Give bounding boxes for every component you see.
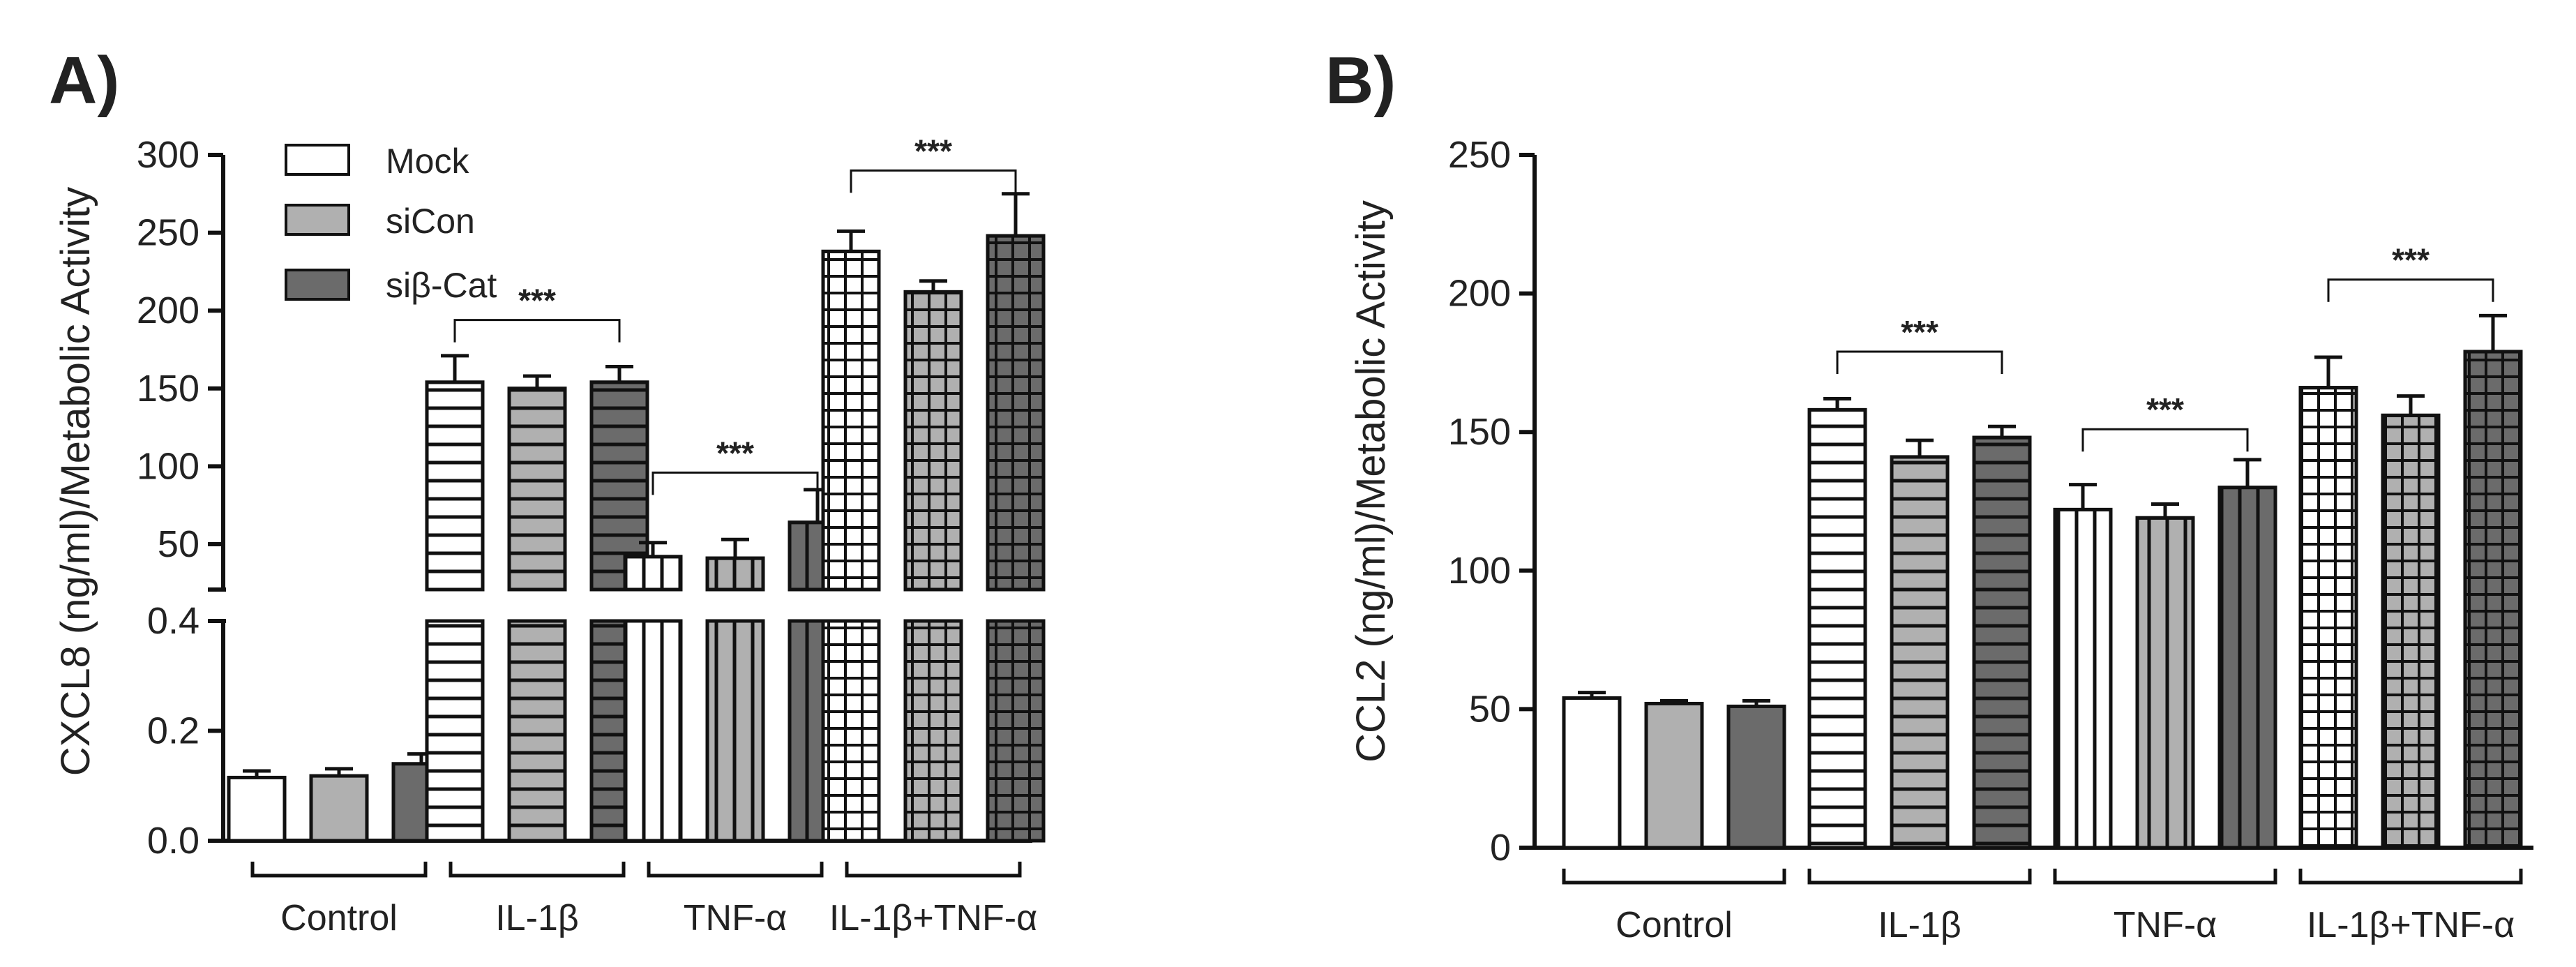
- panel-b-label: B): [1325, 43, 1396, 118]
- group-bracket-g1: [449, 862, 626, 878]
- group-bracket-g0: [250, 862, 428, 878]
- legend-label-sibcat: siβ-Cat: [386, 266, 497, 305]
- bar-pattern-sicon-g2-0: [2135, 516, 2195, 850]
- bar-sicon-g0-0: [1644, 701, 1704, 850]
- y-tick-label-lower: 0.2: [147, 710, 199, 752]
- y-tick-label-upper: 50: [158, 523, 199, 565]
- y-tick-label-upper: 150: [137, 368, 199, 410]
- y-tick-label: 50: [1469, 688, 1511, 730]
- bar-pattern-sicon-g1-0: [1890, 455, 1950, 850]
- group-bracket-g3: [2298, 869, 2523, 885]
- bar-pattern-mock-g3-0: [2298, 386, 2358, 850]
- significance-bracket-g1: [453, 319, 621, 343]
- significance-label-g1: ***: [518, 283, 556, 319]
- group-bracket-g0: [1562, 869, 1786, 885]
- bar-pattern-sicon-g1-0: [507, 387, 567, 592]
- y-tick-label: 250: [1448, 134, 1511, 176]
- bar-pattern-mock-g2-0: [623, 555, 683, 592]
- y-tick-label: 200: [1448, 273, 1511, 315]
- y-tick-label-upper: 200: [137, 290, 199, 331]
- significance-bracket-g1: [1836, 350, 2003, 375]
- bar-pattern-sicon-g2-1: [705, 619, 765, 843]
- bar-pattern-sicon-g3-0: [903, 290, 963, 592]
- group-bracket-g3: [845, 862, 1022, 878]
- group-label-g0: Control: [1615, 905, 1733, 945]
- group-bracket-g1: [1807, 869, 2032, 885]
- bar-pattern-sibcat-g1-0: [1972, 435, 2032, 850]
- significance-label-g1: ***: [1901, 314, 1938, 350]
- bar-pattern-mock-g2-0: [2053, 507, 2113, 850]
- group-label-g1: IL-1β: [1878, 905, 1961, 945]
- significance-bracket-g3: [850, 169, 1017, 193]
- group-label-g2: TNF-α: [684, 898, 787, 938]
- legend-label-mock: Mock: [386, 142, 469, 181]
- group-label-g0: Control: [280, 898, 398, 938]
- panel-a-label: A): [49, 43, 119, 118]
- legend: Mock siCon siβ-Cat: [285, 142, 497, 305]
- bar-pattern-sibcat-g3-0: [2463, 350, 2523, 850]
- legend-swatch-sibcat: [285, 269, 350, 301]
- significance-label-g2: ***: [716, 435, 754, 471]
- bar-pattern-sicon-g3-0: [2381, 413, 2441, 850]
- group-label-g2: TNF-α: [2114, 905, 2217, 945]
- bar-pattern-mock-g3-0: [821, 249, 881, 592]
- chart-b: 0 50 100 150 200 250 Control IL-1β *** TNF-α *** IL…: [1448, 134, 2533, 945]
- bar-mock-g0-0: [227, 775, 287, 843]
- group-label-g1: IL-1β: [495, 898, 579, 938]
- bar-pattern-mock-g1-1: [425, 619, 485, 843]
- group-label-g3: IL-1β+TNF-α: [829, 898, 1037, 938]
- legend-label-sicon: siCon: [386, 202, 475, 241]
- bar-pattern-mock-g2-1: [623, 619, 683, 843]
- y-tick-label-lower: 0.4: [147, 600, 199, 642]
- bar-pattern-sibcat-g2-0: [2217, 486, 2277, 850]
- bar-pattern-mock-g1-0: [1807, 407, 1867, 850]
- group-bracket-g2: [647, 862, 824, 878]
- panel-a-ylabel: CXCL8 (ng/ml)/Metabolic Activity: [53, 187, 98, 776]
- y-tick-label: 150: [1448, 411, 1511, 453]
- bar-pattern-sicon-g1-1: [507, 619, 567, 843]
- bar-sibcat-g0-0: [1726, 704, 1786, 850]
- y-tick-label-upper: 300: [137, 134, 199, 176]
- group-label-g3: IL-1β+TNF-α: [2307, 905, 2515, 945]
- y-tick-label-lower: 0.0: [147, 820, 199, 862]
- significance-label-g3: ***: [914, 133, 952, 169]
- bar-pattern-mock-g1-0: [425, 380, 485, 592]
- significance-label-g2: ***: [2146, 391, 2184, 428]
- significance-bracket-g2: [651, 471, 819, 495]
- chart-a: 0.0 0.2 0.4 50 100 150 200 250 300 Control IL-1β **…: [137, 133, 1046, 938]
- bar-pattern-sibcat-g3-0: [986, 234, 1046, 592]
- legend-swatch-mock: [285, 144, 350, 176]
- y-tick-label-upper: 100: [137, 445, 199, 487]
- significance-bracket-g2: [2081, 428, 2249, 452]
- significance-label-g3: ***: [2392, 242, 2430, 278]
- y-tick-label: 100: [1448, 550, 1511, 592]
- bar-pattern-sicon-g2-0: [705, 556, 765, 592]
- y-tick-label-upper: 250: [137, 212, 199, 254]
- legend-swatch-sicon: [285, 204, 350, 236]
- group-bracket-g2: [2053, 869, 2277, 885]
- bar-pattern-mock-g3-1: [821, 619, 881, 843]
- bar-sicon-g0-0: [309, 774, 369, 843]
- bar-pattern-sibcat-g3-1: [986, 619, 1046, 843]
- bar-pattern-sicon-g3-1: [903, 619, 963, 843]
- bar-mock-g0-0: [1562, 696, 1622, 850]
- y-tick-label: 0: [1490, 827, 1511, 869]
- panel-b-ylabel: CCL2 (ng/ml)/Metabolic Activity: [1348, 200, 1394, 763]
- significance-bracket-g3: [2327, 278, 2494, 302]
